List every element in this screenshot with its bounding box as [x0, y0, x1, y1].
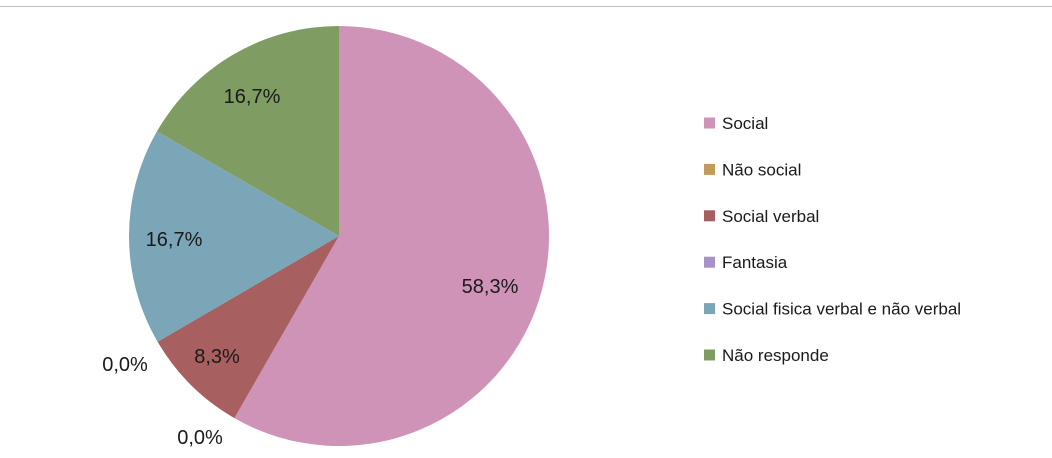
legend-label-social-verbal: Social verbal	[722, 207, 819, 226]
legend-swatch-social-verbal	[704, 210, 715, 222]
slice-labels: 58,3% 0,0% 8,3% 0,0% 16,7% 16,7%	[102, 86, 518, 449]
legend-label-nao-social: Não social	[722, 160, 801, 179]
legend-swatch-social-fisica-verbal-e-nao-verbal	[704, 303, 715, 315]
legend-swatch-fantasia	[704, 256, 715, 268]
legend-item-social-fisica-verbal-e-nao-verbal: Social fisica verbal e não verbal	[704, 300, 961, 319]
slice-label-nao-social: 0,0%	[177, 427, 223, 449]
slice-label-nao-responde: 16,7%	[224, 86, 281, 108]
top-divider	[0, 6, 1052, 7]
legend-label-fantasia: Fantasia	[722, 253, 788, 272]
legend-item-social-verbal: Social verbal	[704, 207, 819, 226]
pie-slice-social	[234, 26, 549, 446]
pie-slice-social-verbal	[157, 236, 339, 419]
slice-label-social: 58,3%	[462, 276, 519, 298]
legend-swatch-nao-social	[704, 163, 715, 175]
legend-item-social: Social	[704, 114, 768, 133]
legend-label-social: Social	[722, 114, 768, 133]
slice-label-social-verbal: 8,3%	[194, 346, 240, 368]
legend-item-fantasia: Fantasia	[704, 253, 788, 272]
pie-slice-nao-responde	[156, 26, 339, 236]
slice-label-social-fisica-verbal-e-nao-verbal: 16,7%	[146, 229, 203, 251]
pie-slices	[129, 26, 549, 446]
legend-item-nao-responde: Não responde	[704, 346, 829, 365]
slice-label-fantasia: 0,0%	[102, 354, 148, 376]
legend-swatch-nao-responde	[704, 349, 715, 361]
legend-label-nao-responde: Não responde	[722, 346, 829, 365]
legend-label-social-fisica-verbal-e-nao-verbal: Social fisica verbal e não verbal	[722, 300, 961, 319]
legend-item-nao-social: Não social	[704, 160, 801, 179]
legend-swatch-social	[704, 117, 715, 129]
pie-slice-social-fisica-verbal-e-nao-verbal	[129, 131, 339, 342]
legend: Social Não social Social verbal Fantasia Soc…	[704, 114, 961, 365]
